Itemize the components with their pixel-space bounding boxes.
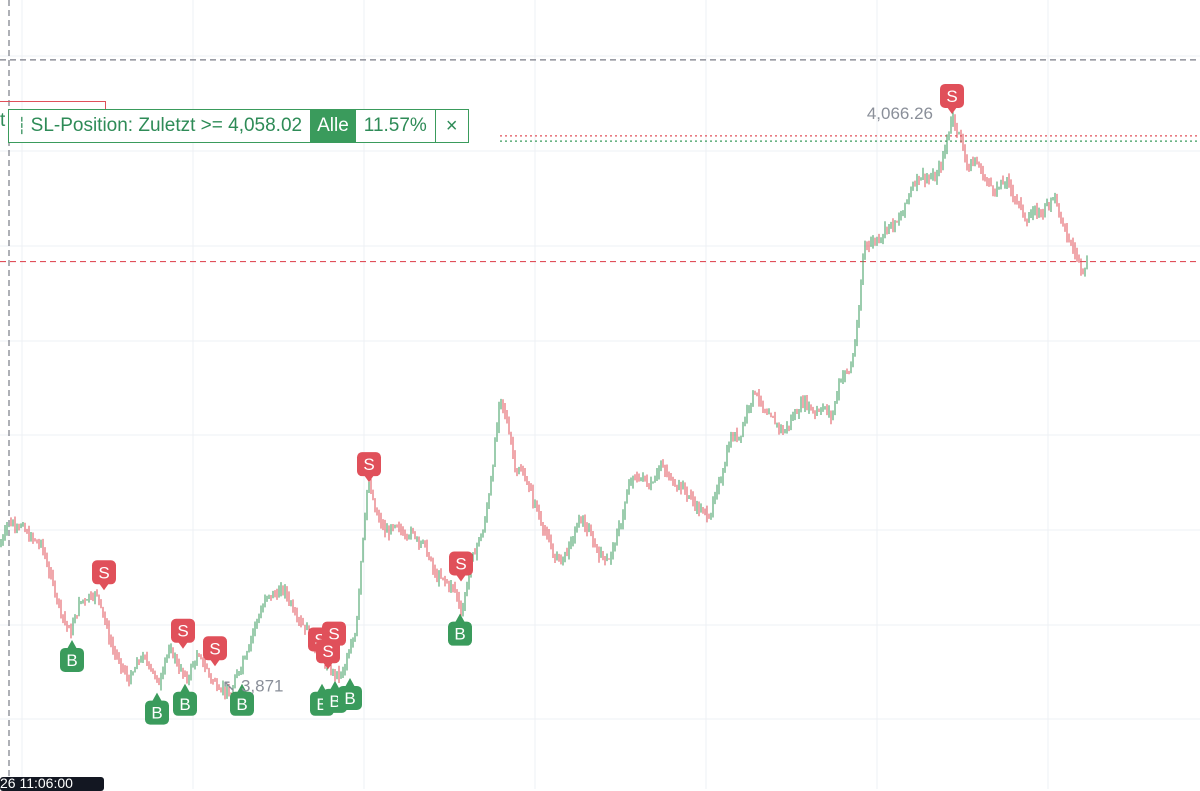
crosshair-time-label: 26 11:06:00 (0, 777, 73, 791)
order-label-fragment[interactable] (0, 101, 106, 109)
price-annotation-0: 4,066.26 (867, 104, 933, 123)
svg-text:S: S (328, 625, 339, 644)
svg-text:B: B (179, 695, 190, 714)
drag-handle-icon[interactable]: ┆ (17, 118, 27, 135)
svg-text:B: B (344, 689, 355, 708)
price-lines (0, 59, 1200, 263)
buy-marker-2[interactable]: B (145, 692, 169, 725)
close-icon[interactable]: × (445, 114, 458, 137)
svg-text:B: B (236, 695, 247, 714)
sell-marker-5[interactable]: S (203, 636, 227, 667)
svg-text:B: B (329, 692, 340, 711)
svg-text:B: B (66, 651, 77, 670)
sell-marker-13[interactable]: S (357, 452, 381, 483)
sell-marker-1[interactable]: S (92, 560, 116, 591)
scope-button[interactable]: Alle (311, 110, 356, 142)
sl-label: SL-Position: Zuletzt >= 4,058.02 (30, 115, 303, 136)
buy-marker-15[interactable]: B (448, 613, 472, 646)
svg-text:B: B (454, 625, 465, 644)
svg-text:S: S (363, 455, 374, 474)
buy-marker-6[interactable]: B (230, 683, 254, 716)
sell-marker-14[interactable]: S (449, 551, 473, 582)
percent-value: 11.57% (356, 110, 436, 142)
svg-text:S: S (946, 87, 957, 106)
sell-marker-4[interactable]: S (171, 618, 195, 649)
svg-text:S: S (322, 642, 333, 661)
price-annotation-1: ↖ 3,871 (222, 676, 284, 695)
svg-text:B: B (316, 695, 327, 714)
sell-marker-16[interactable]: S (940, 83, 964, 114)
price-annotations: 4,066.26 ↖ 3,871 (222, 104, 933, 695)
sl-position-panel[interactable]: ┆ SL-Position: Zuletzt >= 4,058.02 Alle … (8, 109, 469, 143)
svg-text:B: B (151, 704, 162, 723)
buy-marker-12[interactable]: B (338, 677, 362, 710)
svg-text:S: S (98, 563, 109, 582)
svg-text:S: S (177, 622, 188, 641)
svg-text:S: S (455, 555, 466, 574)
order-label-fragment-text: t (0, 110, 6, 131)
svg-text:S: S (209, 639, 220, 658)
crosshair-time-badge: 26 11:06:00 (0, 777, 104, 791)
sell-marker-9[interactable]: S (316, 639, 340, 670)
buy-marker-3[interactable]: B (173, 683, 197, 716)
trade-markers[interactable]: BSBBSSBSSSBBBSSBS (60, 83, 964, 725)
candlesticks (0, 110, 1088, 700)
sl-label-segment[interactable]: ┆ SL-Position: Zuletzt >= 4,058.02 (9, 110, 312, 142)
buy-marker-0[interactable]: B (60, 639, 84, 672)
